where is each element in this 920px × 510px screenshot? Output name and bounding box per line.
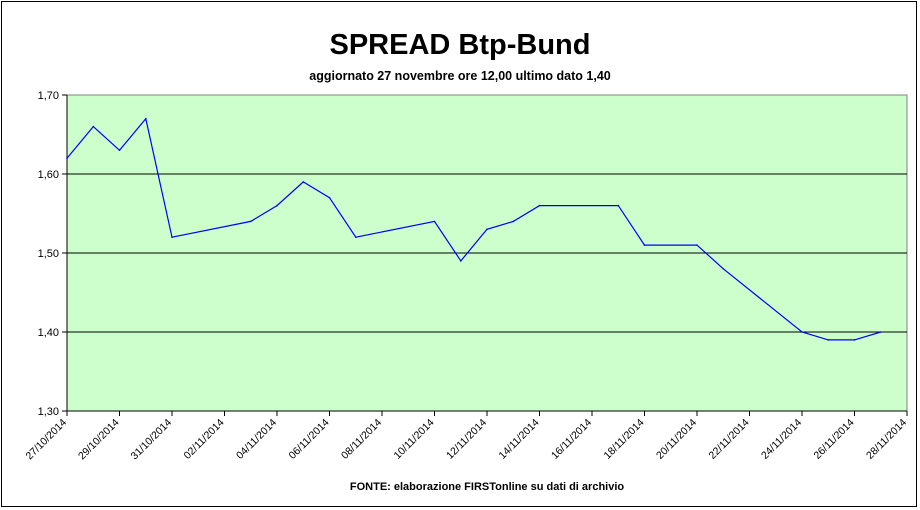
data-point xyxy=(696,244,698,246)
data-point xyxy=(801,331,803,333)
x-tick-label: 22/11/2014 xyxy=(707,417,752,462)
axis-layer xyxy=(62,94,908,416)
data-point xyxy=(460,260,462,262)
y-tick-label: 1,30 xyxy=(38,406,59,418)
x-tick-label: 27/10/2014 xyxy=(23,417,69,463)
data-point xyxy=(617,204,620,207)
x-tick-label: 26/11/2014 xyxy=(812,417,857,462)
x-tick-label: 14/11/2014 xyxy=(497,417,542,462)
chart-source-note: FONTE: elaborazione FIRSTonline su dati … xyxy=(350,481,624,493)
data-point xyxy=(328,196,331,199)
x-tick-label: 20/11/2014 xyxy=(654,417,699,462)
x-tick-label: 10/11/2014 xyxy=(392,417,437,462)
data-point xyxy=(118,149,121,152)
y-tick-label: 1,40 xyxy=(38,327,59,339)
data-point xyxy=(171,236,173,238)
x-tick-label: 28/11/2014 xyxy=(864,417,909,462)
data-point xyxy=(827,339,830,341)
data-point xyxy=(355,236,357,238)
grid-layer xyxy=(67,173,907,333)
x-tick-label: 02/11/2014 xyxy=(182,417,227,462)
y-axis-ticks: 1,30 1,40 1,50 1,60 1,70 xyxy=(38,90,59,418)
data-point xyxy=(276,204,278,207)
data-point xyxy=(538,204,541,207)
data-point xyxy=(92,125,95,128)
data-point xyxy=(512,220,515,223)
x-tick-label: 04/11/2014 xyxy=(234,417,279,462)
data-point xyxy=(66,157,68,159)
chart-subtitle: aggiornato 27 novembre ore 12,00 ultimo … xyxy=(309,69,611,83)
x-tick-label: 08/11/2014 xyxy=(339,417,384,462)
x-tick-label: 06/11/2014 xyxy=(287,417,332,462)
data-point xyxy=(433,220,436,223)
y-tick-label: 1,60 xyxy=(38,169,59,181)
x-tick-label: 31/10/2014 xyxy=(128,417,174,463)
data-point xyxy=(302,181,305,183)
y-tick-label: 1,50 xyxy=(38,248,59,260)
x-tick-label: 12/11/2014 xyxy=(444,417,489,462)
y-tick-label: 1,70 xyxy=(38,90,59,102)
x-tick-label: 29/10/2014 xyxy=(76,417,122,463)
x-tick-label: 18/11/2014 xyxy=(602,417,647,462)
data-point xyxy=(486,228,488,231)
x-axis-ticks: 27/10/2014 29/10/2014 31/10/2014 02/11/2014… xyxy=(23,417,909,463)
x-tick-label: 16/11/2014 xyxy=(549,417,594,462)
data-point xyxy=(643,244,646,246)
data-point xyxy=(853,339,856,341)
series-layer xyxy=(66,117,882,341)
data-point xyxy=(880,331,882,333)
data-point xyxy=(722,268,725,270)
data-point xyxy=(250,220,252,223)
x-tick-label: 24/11/2014 xyxy=(759,417,804,462)
data-point xyxy=(145,117,147,120)
chart-title: SPREAD Btp-Bund xyxy=(330,29,591,61)
